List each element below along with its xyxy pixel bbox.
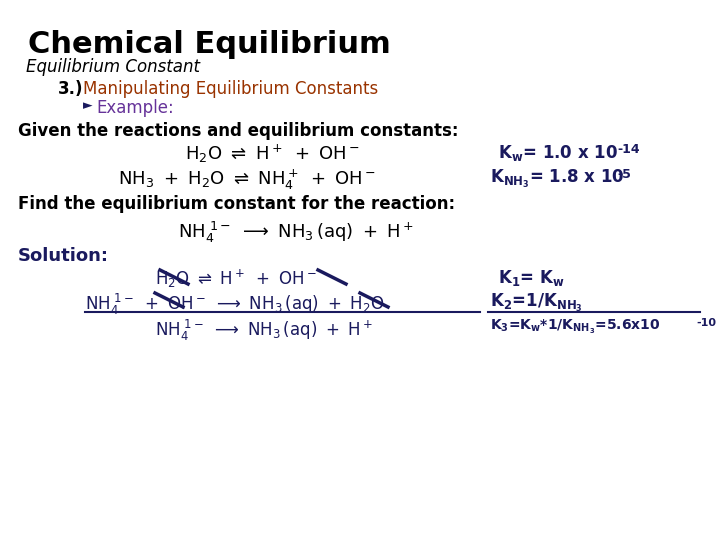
Text: Given the reactions and equilibrium constants:: Given the reactions and equilibrium cons… [18, 122, 459, 140]
Text: $\mathregular{K_2}$=1/K$\mathregular{_{NH_3}}$: $\mathregular{K_2}$=1/K$\mathregular{_{N… [490, 292, 582, 314]
Text: $\mathregular{NH_4^{\ 1-}\ +\ OH^-\ \longrightarrow\ NH_3\,(aq)\ +\ H_2O}$: $\mathregular{NH_4^{\ 1-}\ +\ OH^-\ \lon… [85, 292, 384, 317]
Text: $\mathregular{NH_4^{\ 1-}\ \longrightarrow\ NH_3\,(aq)\ +\ H^+}$: $\mathregular{NH_4^{\ 1-}\ \longrightarr… [155, 318, 373, 343]
Text: 3.): 3.) [58, 80, 84, 98]
Text: $\mathregular{NH_3\ +\ H_2O\ \rightleftharpoons\ NH_4^+\ +\ OH^-}$: $\mathregular{NH_3\ +\ H_2O\ \rightlefth… [118, 168, 376, 192]
Text: -14: -14 [617, 143, 639, 156]
Text: $\mathregular{NH_4^{\ 1-}\ \longrightarrow\ NH_3\,(aq)\ +\ H^+}$: $\mathregular{NH_4^{\ 1-}\ \longrightarr… [178, 220, 414, 245]
Text: Chemical Equilibrium: Chemical Equilibrium [28, 30, 391, 59]
Text: Solution:: Solution: [18, 247, 109, 265]
Text: $\mathregular{K_1}$= K$\mathregular{_w}$: $\mathregular{K_1}$= K$\mathregular{_w}$ [498, 268, 564, 288]
Text: -5: -5 [617, 168, 631, 181]
Text: -10: -10 [696, 318, 716, 328]
Text: $\mathregular{H_2O\ \rightleftharpoons\ H^+\ +\ OH^-}$: $\mathregular{H_2O\ \rightleftharpoons\ … [185, 143, 360, 165]
Text: Find the equilibrium constant for the reaction:: Find the equilibrium constant for the re… [18, 195, 455, 213]
Text: $\mathregular{K_3}$=K$\mathregular{_w}$*1/K$\mathregular{_{NH_3}}$=5.6x10: $\mathregular{K_3}$=K$\mathregular{_w}$*… [490, 318, 660, 336]
Text: ►: ► [83, 99, 93, 112]
Text: Equilibrium Constant: Equilibrium Constant [26, 58, 200, 76]
Text: $\mathregular{K_w}$= 1.0 x 10: $\mathregular{K_w}$= 1.0 x 10 [498, 143, 618, 163]
Text: Manipulating Equilibrium Constants: Manipulating Equilibrium Constants [83, 80, 378, 98]
Text: $\mathregular{H_2O\ \rightleftharpoons\ H^+\ +\ OH^-}$: $\mathregular{H_2O\ \rightleftharpoons\ … [155, 268, 317, 291]
Text: $\mathregular{K_{NH_3}}$= 1.8 x 10: $\mathregular{K_{NH_3}}$= 1.8 x 10 [490, 168, 625, 190]
Text: Example:: Example: [96, 99, 174, 117]
